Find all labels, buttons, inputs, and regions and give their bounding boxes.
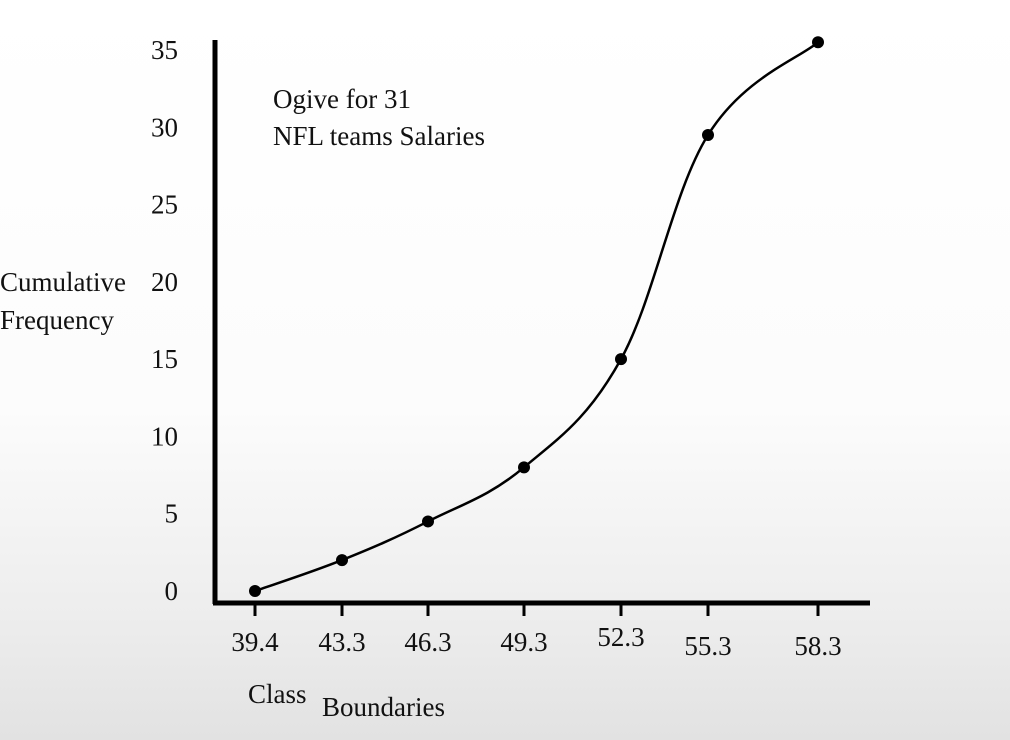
data-point — [336, 554, 348, 567]
x-ticks: 39.4 43.3 46.3 49.3 52.3 55.3 58.3 — [231, 603, 842, 661]
y-tick-label: 15 — [151, 344, 178, 374]
y-tick-label: 20 — [151, 267, 178, 297]
x-tick-label: 39.4 — [231, 627, 279, 657]
x-tick-label: 49.3 — [500, 627, 547, 657]
chart-title-line-2: NFL teams Salaries — [273, 121, 485, 151]
x-tick-label: 46.3 — [404, 627, 451, 657]
y-axis-label-line-1: Cumulative — [0, 267, 126, 297]
data-point — [702, 129, 714, 142]
x-axis-label-class: Class — [248, 679, 307, 709]
y-axis-label-line-2: Frequency — [0, 305, 114, 335]
y-tick-label: 0 — [165, 576, 179, 606]
x-tick-label: 58.3 — [794, 631, 841, 661]
y-tick-label: 5 — [165, 499, 179, 529]
data-point — [422, 515, 434, 528]
data-point — [518, 461, 530, 474]
ogive-points — [249, 36, 824, 597]
data-point — [249, 585, 261, 597]
x-axis-label-boundaries: Boundaries — [322, 692, 445, 722]
y-tick-label: 30 — [151, 112, 178, 142]
y-tick-label: 25 — [151, 190, 178, 220]
y-tick-label: 10 — [151, 421, 178, 451]
chart-title-line-1: Ogive for 31 — [273, 84, 411, 114]
data-point — [615, 353, 627, 366]
x-tick-label: 52.3 — [597, 622, 644, 652]
x-tick-label: 55.3 — [684, 631, 731, 661]
y-tick-label: 35 — [151, 35, 178, 65]
data-point — [812, 36, 824, 49]
y-tick-labels: 0 5 10 15 20 25 30 35 — [151, 35, 178, 606]
x-tick-label: 43.3 — [318, 627, 365, 657]
